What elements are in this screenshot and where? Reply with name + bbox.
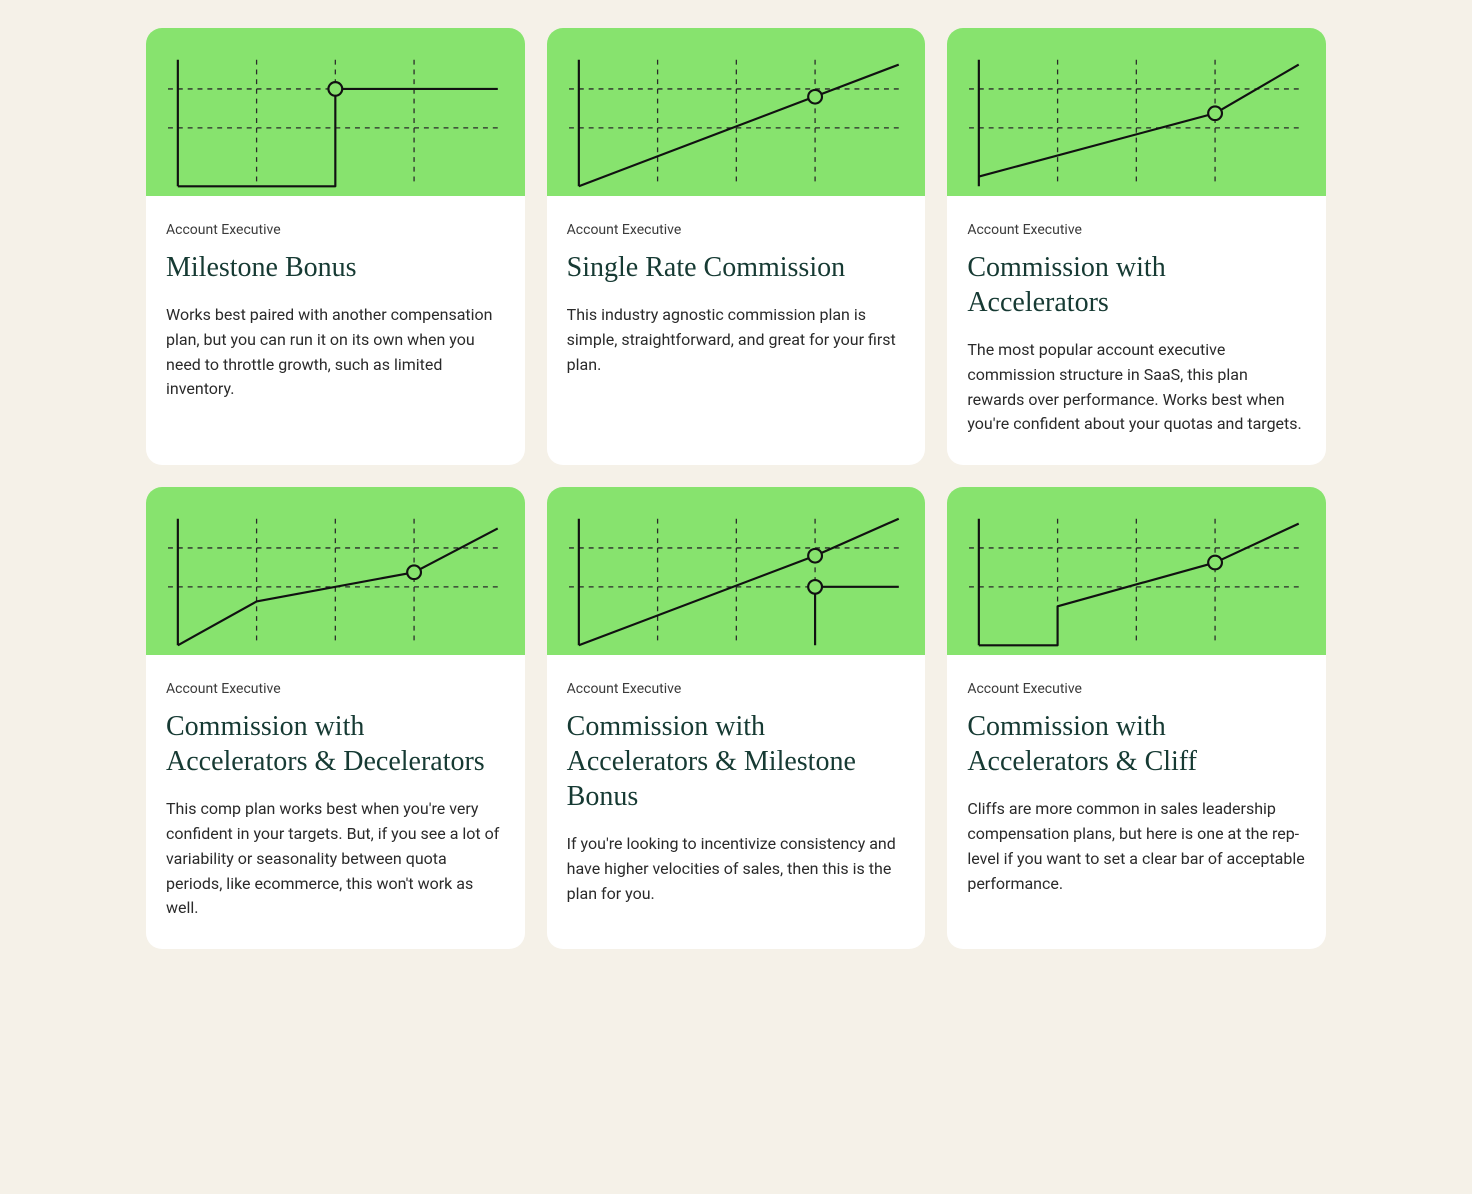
plan-title: Commission with Accelerators — [967, 250, 1306, 320]
plan-card[interactable]: Account Executive Commission with Accele… — [146, 487, 525, 949]
plan-card[interactable]: Account Executive Milestone Bonus Works … — [146, 28, 525, 465]
plan-description: Cliffs are more common in sales leadersh… — [967, 797, 1306, 896]
card-body: Account Executive Single Rate Commission… — [547, 196, 926, 405]
plan-chart — [146, 28, 525, 196]
plan-card[interactable]: Account Executive Commission with Accele… — [947, 28, 1326, 465]
plan-chart — [146, 487, 525, 655]
plan-category: Account Executive — [166, 681, 505, 697]
plan-card[interactable]: Account Executive Commission with Accele… — [547, 487, 926, 949]
plan-chart — [547, 487, 926, 655]
plan-category: Account Executive — [967, 222, 1306, 238]
plan-title: Milestone Bonus — [166, 250, 505, 285]
plan-title: Single Rate Commission — [567, 250, 906, 285]
plan-title: Commission with Accelerators & Decelerat… — [166, 709, 505, 779]
card-body: Account Executive Commission with Accele… — [547, 655, 926, 934]
card-body: Account Executive Commission with Accele… — [146, 655, 525, 949]
plan-description: If you're looking to incentivize consist… — [567, 832, 906, 906]
card-body: Account Executive Milestone Bonus Works … — [146, 196, 525, 430]
plan-description: Works best paired with another compensat… — [166, 303, 505, 402]
plan-description: The most popular account executive commi… — [967, 338, 1306, 437]
plan-card[interactable]: Account Executive Commission with Accele… — [947, 487, 1326, 949]
plan-category: Account Executive — [567, 222, 906, 238]
card-body: Account Executive Commission with Accele… — [947, 655, 1326, 924]
plan-category: Account Executive — [166, 222, 505, 238]
plan-description: This industry agnostic commission plan i… — [567, 303, 906, 377]
plan-chart — [947, 28, 1326, 196]
plan-title: Commission with Accelerators & Milestone… — [567, 709, 906, 814]
plan-chart — [547, 28, 926, 196]
card-body: Account Executive Commission with Accele… — [947, 196, 1326, 465]
plan-description: This comp plan works best when you're ve… — [166, 797, 505, 921]
card-grid: Account Executive Milestone Bonus Works … — [146, 28, 1326, 949]
plan-chart — [947, 487, 1326, 655]
plan-category: Account Executive — [567, 681, 906, 697]
plan-title: Commission with Accelerators & Cliff — [967, 709, 1306, 779]
plan-category: Account Executive — [967, 681, 1306, 697]
plan-card[interactable]: Account Executive Single Rate Commission… — [547, 28, 926, 465]
